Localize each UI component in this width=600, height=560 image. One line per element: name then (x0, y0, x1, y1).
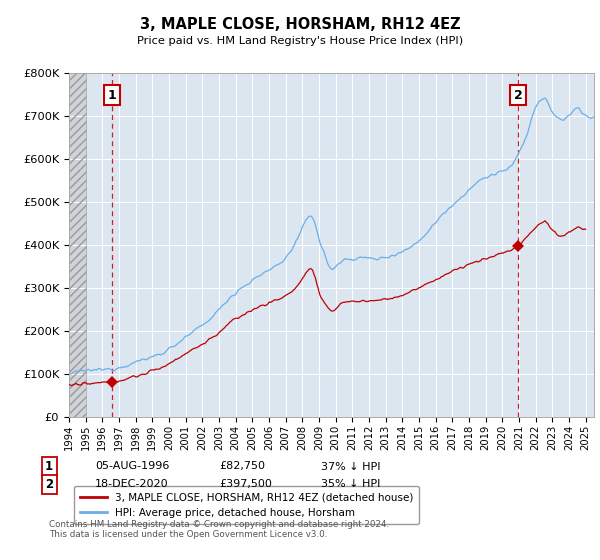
Text: 35% ↓ HPI: 35% ↓ HPI (321, 479, 380, 489)
Text: 18-DEC-2020: 18-DEC-2020 (95, 479, 169, 489)
Text: Price paid vs. HM Land Registry's House Price Index (HPI): Price paid vs. HM Land Registry's House … (137, 36, 463, 46)
Text: Contains HM Land Registry data © Crown copyright and database right 2024.
This d: Contains HM Land Registry data © Crown c… (49, 520, 389, 539)
Text: 1: 1 (45, 460, 53, 473)
Text: 2: 2 (514, 88, 523, 102)
Text: 37% ↓ HPI: 37% ↓ HPI (321, 461, 380, 472)
Text: £397,500: £397,500 (219, 479, 272, 489)
Text: 3, MAPLE CLOSE, HORSHAM, RH12 4EZ: 3, MAPLE CLOSE, HORSHAM, RH12 4EZ (140, 17, 460, 32)
Bar (69, 73, 86, 417)
Text: £82,750: £82,750 (219, 461, 265, 472)
Text: 05-AUG-1996: 05-AUG-1996 (95, 461, 169, 472)
Text: 2: 2 (45, 478, 53, 491)
Bar (69, 73, 86, 417)
Text: 1: 1 (108, 88, 116, 102)
Legend: 3, MAPLE CLOSE, HORSHAM, RH12 4EZ (detached house), HPI: Average price, detached: 3, MAPLE CLOSE, HORSHAM, RH12 4EZ (detac… (74, 486, 419, 524)
